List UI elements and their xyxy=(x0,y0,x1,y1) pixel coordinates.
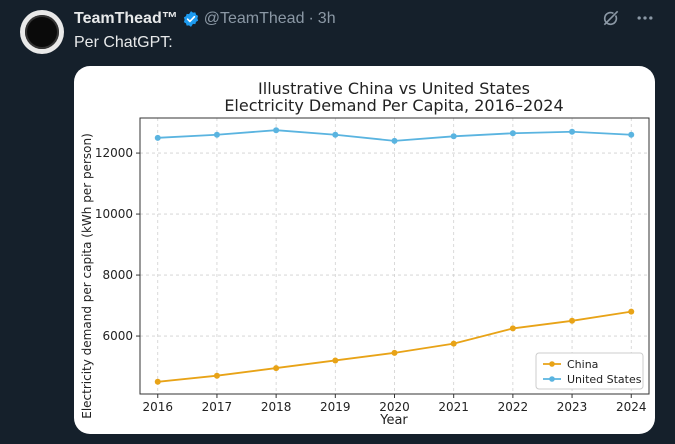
data-point-united-states xyxy=(332,131,339,138)
display-name[interactable]: TeamThead™ xyxy=(74,10,178,27)
more-icon[interactable] xyxy=(635,8,655,28)
legend-label: China xyxy=(567,358,598,371)
data-point-united-states xyxy=(213,131,220,138)
y-tick-label: 8000 xyxy=(102,268,133,282)
grid-lines xyxy=(140,118,649,394)
x-tick-label: 2018 xyxy=(261,400,292,414)
avatar-image xyxy=(25,15,59,49)
data-point-china xyxy=(450,340,457,347)
legend-box xyxy=(535,352,644,390)
series-layer xyxy=(154,127,635,385)
y-axis-label: Electricity demand per capita (kWh per p… xyxy=(80,133,94,419)
tweet-text: Per ChatGPT: xyxy=(74,34,173,51)
data-point-china xyxy=(154,378,161,385)
x-tick-label: 2023 xyxy=(557,400,588,414)
separator: · xyxy=(308,10,314,27)
chart-title: Illustrative China vs United States xyxy=(258,79,530,98)
timestamp[interactable]: 3h xyxy=(317,10,336,27)
data-point-china xyxy=(213,372,220,379)
x-tick-label: 2016 xyxy=(142,400,173,414)
data-point-china xyxy=(273,365,280,372)
x-axis-label: Year xyxy=(379,413,408,428)
data-point-united-states xyxy=(391,137,398,144)
legend: China United States xyxy=(535,352,644,390)
tweet-actions xyxy=(601,8,655,28)
axes: 6000 8000 10000 12000 2016 2017 2018 2019 2020 20… xyxy=(95,117,650,414)
y-tick-label: 6000 xyxy=(102,329,133,343)
chart-subtitle: Electricity Demand Per Capita, 2016–2024 xyxy=(224,96,563,115)
verified-badge-icon xyxy=(182,10,200,28)
y-tick-label: 12000 xyxy=(95,146,133,160)
line-chart: Illustrative China vs United States Elec… xyxy=(80,79,650,428)
x-tick-label: 2021 xyxy=(438,400,469,414)
data-point-united-states xyxy=(628,131,635,138)
avatar[interactable] xyxy=(20,10,64,54)
y-tick-label: 10000 xyxy=(95,207,133,221)
data-point-united-states xyxy=(509,130,516,137)
tweet-header: TeamThead™ @TeamThead · 3h xyxy=(74,8,655,30)
data-point-united-states xyxy=(154,134,161,141)
legend-marker xyxy=(549,361,555,367)
data-point-united-states xyxy=(273,127,280,134)
data-point-united-states xyxy=(450,133,457,140)
legend-label: United States xyxy=(567,373,642,386)
x-tick-label: 2024 xyxy=(616,400,647,414)
x-tick-label: 2020 xyxy=(379,400,410,414)
data-point-china xyxy=(569,317,576,324)
data-point-china xyxy=(332,357,339,364)
data-point-united-states xyxy=(569,128,576,135)
x-tick-label: 2019 xyxy=(320,400,351,414)
handle[interactable]: @TeamThead xyxy=(203,10,305,27)
data-point-china xyxy=(509,325,516,332)
legend-marker xyxy=(549,376,555,382)
data-point-china xyxy=(391,349,398,356)
data-point-china xyxy=(628,308,635,315)
tweet-media-chart[interactable]: Illustrative China vs United States Elec… xyxy=(74,66,655,434)
grok-icon[interactable] xyxy=(601,8,621,28)
x-tick-label: 2017 xyxy=(202,400,233,414)
x-tick-label: 2022 xyxy=(498,400,529,414)
